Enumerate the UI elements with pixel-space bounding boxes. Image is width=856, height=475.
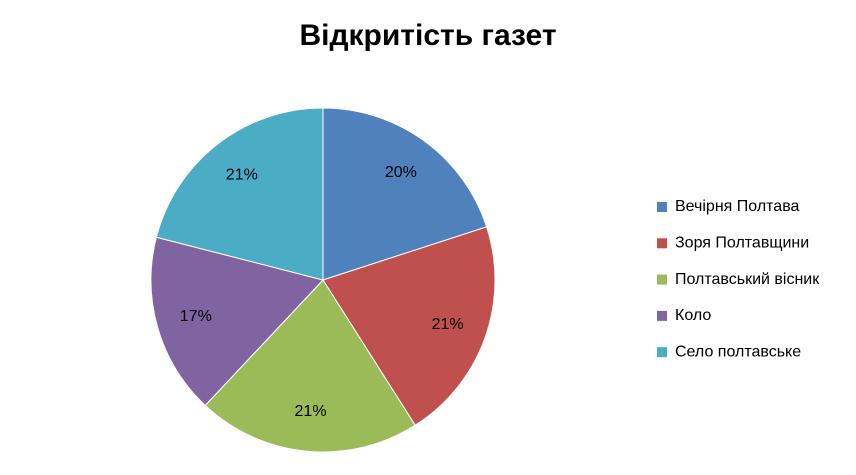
chart-title: Відкритість газет — [299, 19, 556, 52]
pie-slice — [155, 107, 324, 281]
pie-slice — [322, 107, 488, 281]
data-label: 21% — [295, 403, 327, 420]
legend-swatch — [657, 347, 667, 358]
legend-label: Вечірня Полтава — [675, 198, 800, 215]
legend-label: Село полтавське — [675, 343, 801, 360]
pie-slice — [322, 226, 496, 426]
legend-swatch — [657, 274, 667, 285]
data-label: 21% — [432, 316, 464, 333]
legend-swatch — [657, 310, 667, 321]
legend-label: Полтавський вісник — [675, 271, 820, 288]
legend-label: Зоря Полтавщини — [675, 235, 809, 252]
legend-swatch — [657, 238, 667, 249]
data-label: 17% — [180, 308, 212, 325]
legend-label: Коло — [675, 307, 711, 324]
data-label: 21% — [226, 167, 258, 184]
legend-swatch — [657, 202, 667, 212]
data-label: 20% — [385, 164, 417, 181]
pie-slice — [204, 279, 416, 453]
pie-slice — [150, 236, 324, 407]
